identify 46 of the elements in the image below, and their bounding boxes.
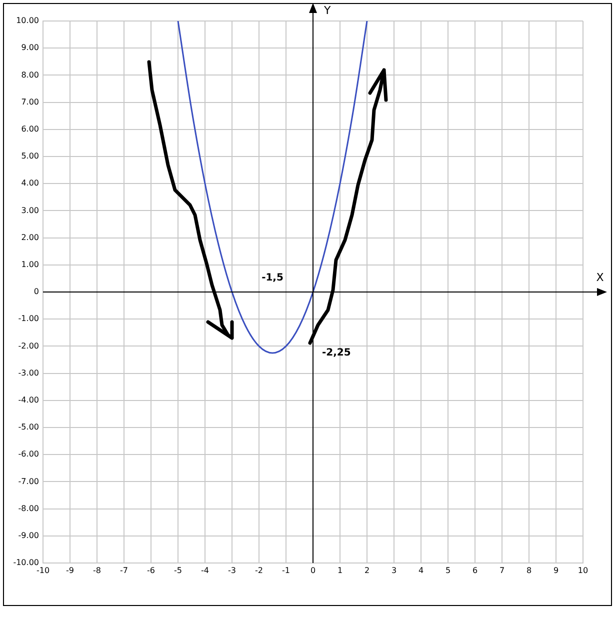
y-tick-label: 2.00: [21, 232, 39, 242]
y-tick-label: 9.00: [21, 43, 39, 52]
y-tick-label: 0: [34, 287, 39, 296]
annotation: -2,25: [322, 348, 351, 359]
x-tick-label: -5: [174, 566, 182, 575]
x-tick-label: 8: [526, 566, 532, 575]
y-tick-label: 1.00: [21, 260, 39, 269]
x-tick-label: 7: [499, 566, 505, 575]
x-tick-label: -3: [228, 566, 236, 575]
y-tick-label: -5.00: [18, 422, 39, 432]
y-tick-label: -10.00: [13, 558, 39, 568]
y-tick-label: 10.00: [16, 16, 39, 26]
x-tick-label: 4: [418, 566, 424, 575]
y-tick-label: 4.00: [21, 178, 39, 188]
y-tick-label: 5.00: [21, 152, 39, 161]
x-tick-label: 10: [578, 566, 588, 575]
y-tick-label: -9.00: [18, 530, 39, 540]
y-tick-label: 8.00: [21, 70, 39, 80]
x-tick-label: 0: [310, 566, 316, 575]
y-tick-label: -7.00: [18, 476, 39, 486]
y-tick-label: -2.00: [18, 341, 39, 350]
x-tick-label: -9: [66, 566, 74, 575]
x-tick-label: -8: [93, 566, 101, 575]
y-tick-label: 3.00: [21, 206, 39, 215]
y-tick-label: 7.00: [21, 97, 39, 106]
x-tick-label: 3: [391, 566, 397, 575]
x-tick-label: -6: [147, 566, 155, 575]
x-tick-label: 5: [445, 566, 451, 575]
y-tick-label: 6.00: [21, 124, 39, 134]
x-tick-label: -4: [201, 566, 209, 575]
y-tick-label: -1.00: [18, 314, 39, 324]
x-tick-label: -10: [36, 566, 50, 575]
y-tick-label: -6.00: [18, 450, 39, 459]
x-tick-label: 9: [553, 566, 559, 575]
y-tick-label: -3.00: [18, 368, 39, 378]
x-tick-label: 6: [472, 566, 478, 575]
annotation: -1,5: [262, 272, 284, 284]
x-tick-label: 2: [364, 566, 370, 575]
x-tick-label: -7: [120, 566, 128, 575]
x-tick-label: -1: [282, 566, 290, 575]
y-tick-label: -4.00: [18, 395, 39, 404]
x-tick-label: 1: [337, 566, 343, 575]
x-axis-title: X: [596, 270, 604, 284]
y-tick-label: -8.00: [18, 504, 39, 513]
x-tick-label: -2: [255, 566, 263, 575]
y-axis-title: Y: [323, 4, 331, 17]
